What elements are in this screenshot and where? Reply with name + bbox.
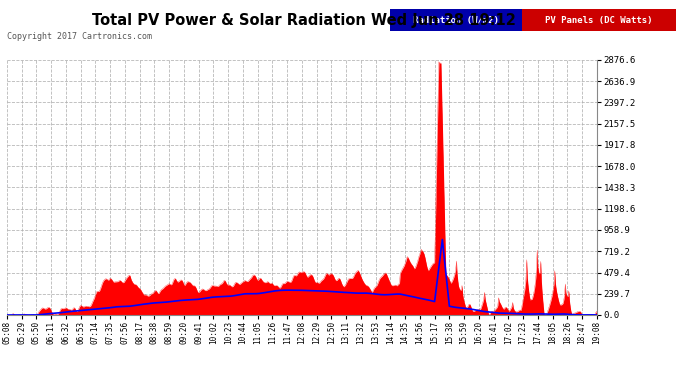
Bar (390, 9, 522, 31)
Bar (522, 9, 676, 31)
Text: PV Panels (DC Watts): PV Panels (DC Watts) (545, 16, 653, 25)
Text: Radiation (W/m2): Radiation (W/m2) (413, 16, 499, 25)
Text: Total PV Power & Solar Radiation Wed Jun 28 19:12: Total PV Power & Solar Radiation Wed Jun… (92, 13, 515, 28)
Text: Copyright 2017 Cartronics.com: Copyright 2017 Cartronics.com (7, 32, 152, 41)
